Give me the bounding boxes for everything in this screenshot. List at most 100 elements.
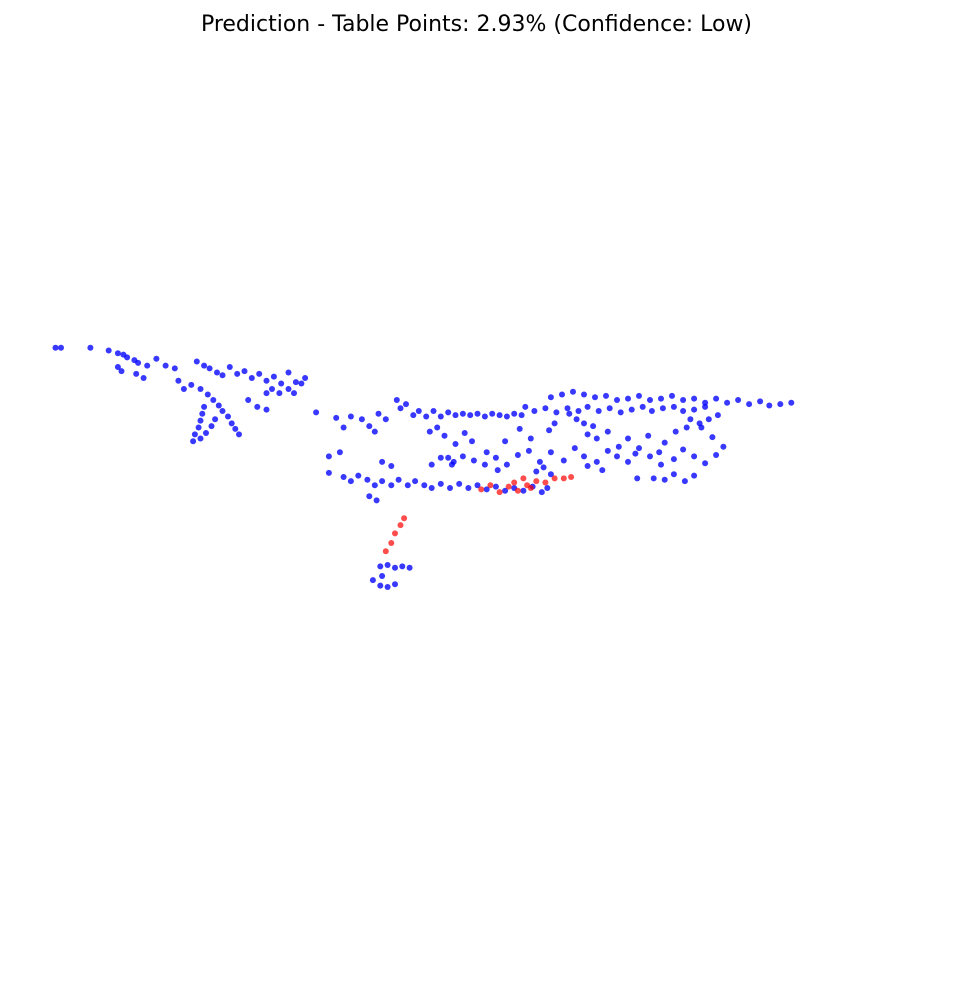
non-table-point [492,483,499,490]
non-table-point [551,420,558,427]
non-table-point [58,344,64,351]
non-table-point [527,435,534,442]
non-table-point [140,375,147,381]
non-table-point [245,397,252,403]
non-table-point [538,489,545,496]
non-table-point [214,369,220,376]
non-table-point [481,461,488,468]
non-table-point [153,355,160,362]
non-table-point [397,405,404,412]
table-point [505,483,512,490]
non-table-point [672,428,679,435]
non-table-point [208,423,215,430]
non-table-point [581,453,587,460]
non-table-point [469,438,475,445]
non-table-point [502,438,509,445]
non-table-point [118,368,125,375]
non-table-point [547,471,554,478]
non-table-point [533,468,540,475]
non-table-point [190,438,197,445]
non-table-point [437,413,444,420]
non-table-point [395,476,402,483]
non-table-point [426,428,433,435]
non-table-point [492,454,499,461]
non-table-point [564,405,571,412]
non-table-point [658,395,664,402]
non-table-point [445,454,452,461]
non-table-point [670,403,677,410]
non-table-point [285,386,292,392]
non-table-point [525,447,532,454]
non-table-point [709,434,716,441]
table-point [514,487,521,494]
non-table-point [336,449,343,456]
non-table-point [379,478,386,485]
non-table-point [584,403,591,410]
table-point [496,489,503,496]
non-table-point [201,362,208,369]
non-table-point [702,460,709,467]
non-table-point [547,449,554,456]
non-table-point [625,458,631,465]
table-point [397,522,404,529]
non-table-point [575,408,582,414]
non-table-point [445,409,452,416]
non-table-point [599,467,606,474]
non-table-point [474,482,481,489]
non-table-point [698,424,705,431]
non-table-point [669,392,675,399]
non-table-point [581,420,587,427]
non-table-point [369,577,376,584]
non-table-point [412,478,419,485]
table-point [487,482,494,489]
non-table-point [724,399,731,406]
non-table-point [481,413,488,420]
non-table-point [680,408,687,414]
table-point [542,479,549,486]
non-table-point [681,478,688,485]
non-table-point [581,391,587,398]
non-table-point [434,424,441,431]
non-table-point [358,416,365,423]
non-table-point [421,482,428,489]
non-table-point [592,394,598,401]
non-table-point [340,424,347,431]
non-table-point [52,344,59,351]
non-table-point [467,412,474,419]
non-table-point [406,564,413,571]
non-table-point [604,447,611,454]
non-table-point [292,379,299,386]
table-point [392,530,398,537]
non-table-point [232,425,239,432]
non-table-point [447,485,453,491]
non-table-point [636,392,642,399]
non-table-point [366,493,373,500]
non-table-point [461,430,468,436]
non-table-point [403,401,409,408]
non-table-point [547,394,554,401]
non-table-point [206,365,213,372]
non-table-point [691,406,698,413]
non-table-point [133,370,140,377]
non-table-point [236,431,242,438]
non-table-point [632,450,639,457]
non-table-point [531,408,538,414]
non-table-point [544,485,551,491]
non-table-point [285,369,292,376]
non-table-point [175,377,182,384]
non-table-point [263,390,270,397]
non-table-point [241,368,248,375]
non-table-point [456,480,463,487]
non-table-point [219,408,226,414]
non-table-point [645,432,652,439]
non-table-point [459,453,466,460]
non-table-point [212,416,219,423]
non-table-point [302,375,309,381]
non-table-point [392,564,398,571]
non-table-point [135,359,142,366]
table-point [551,475,558,482]
non-table-point [683,424,690,431]
non-table-point [384,562,391,568]
non-table-point [201,403,208,410]
